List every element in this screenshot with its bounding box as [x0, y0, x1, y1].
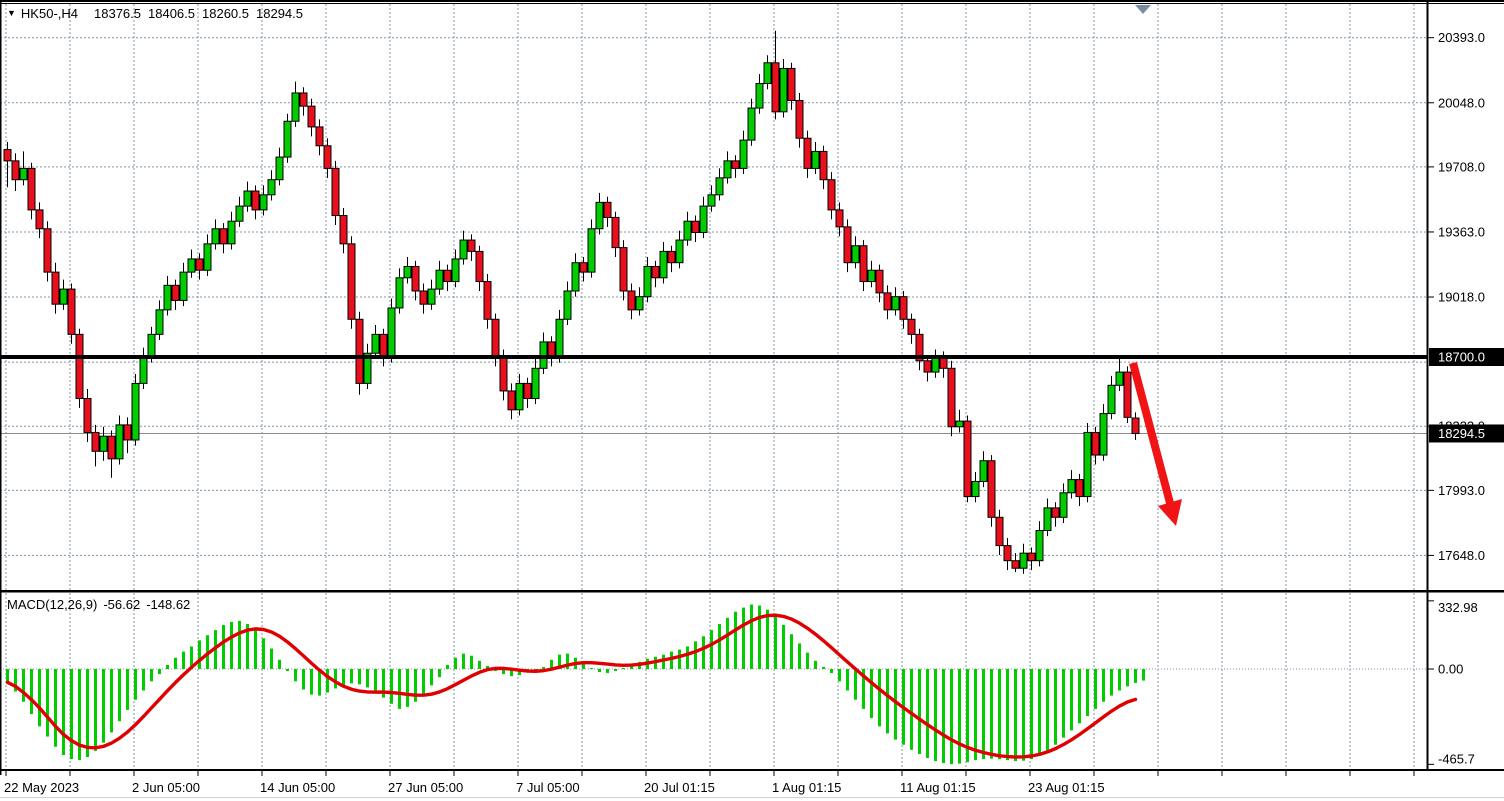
date-tick-label: 27 Jun 05:00 — [388, 780, 463, 795]
symbol-dropdown-icon[interactable]: ▼ — [7, 8, 16, 18]
price-tick-label: 19708.0 — [1438, 159, 1485, 174]
date-tick-label: 11 Aug 01:15 — [900, 780, 976, 795]
ohlc-low: 18260.5 — [202, 6, 249, 21]
last-bar-marker-icon — [1135, 5, 1151, 14]
ohlc-high: 18406.5 — [148, 6, 195, 21]
macd-tick-label: 0.00 — [1438, 662, 1463, 677]
date-tick-label: 2 Jun 05:00 — [132, 780, 200, 795]
price-tick-label: 20048.0 — [1438, 95, 1485, 110]
price-tick-label: 17993.0 — [1438, 483, 1485, 498]
date-tick-label: 7 Jul 05:00 — [516, 780, 580, 795]
macd-signal-line — [5, 613, 1138, 759]
macd-name: MACD(12,26,9) — [7, 597, 98, 612]
macd-signal-value: -148.62 — [146, 597, 191, 612]
candles-layer — [3, 30, 1140, 574]
date-tick-label: 22 May 2023 — [4, 780, 79, 795]
ohlc-close: 18294.5 — [256, 6, 303, 21]
price-badge-current-text: 18294.5 — [1438, 426, 1485, 441]
price-tick-label: 19018.0 — [1438, 290, 1485, 305]
macd-tick-label: 332.98 — [1438, 600, 1478, 615]
price-axis: 20393.020048.019708.019363.019018.018333… — [1428, 30, 1504, 563]
symbol-period-label: HK50-,H4 — [20, 6, 78, 21]
price-badge-current — [1429, 424, 1504, 443]
macd-indicator-label: MACD(12,26,9) -56.62 -148.62 — [7, 597, 196, 612]
macd-tick-label: -465.7 — [1438, 751, 1475, 766]
price-tick-label: 17648.0 — [1438, 548, 1485, 563]
price-badge-line — [1429, 348, 1504, 366]
trend-arrow-annotation[interactable] — [1129, 361, 1182, 526]
date-tick-label: 1 Aug 01:15 — [772, 780, 841, 795]
price-tick-label: 19363.0 — [1438, 224, 1485, 239]
date-tick-label: 14 Jun 05:00 — [260, 780, 335, 795]
date-axis: 22 May 2023 2 Jun 05:00 14 Jun 05:00 27 Jun… — [4, 771, 1415, 795]
date-tick-label: 20 Jul 01:15 — [644, 780, 715, 795]
date-tick-label: 23 Aug 01:15 — [1028, 780, 1105, 795]
ohlc-open: 18376.5 — [94, 6, 141, 21]
macd-axis: 332.98 0.00 -465.7 — [1428, 600, 1478, 766]
macd-value: -56.62 — [103, 597, 141, 612]
price-tick-label: 20393.0 — [1438, 30, 1485, 45]
chart-title-bar: ▼ HK50-,H4 18376.5 18406.5 18260.5 18294.5 — [7, 6, 310, 21]
price-badge-line-text: 18700.0 — [1438, 350, 1485, 365]
